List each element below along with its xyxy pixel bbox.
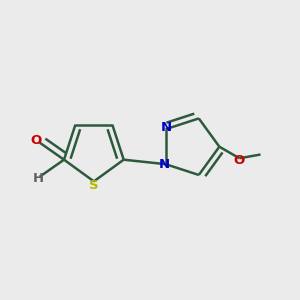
Text: O: O: [234, 154, 245, 167]
Text: N: N: [161, 121, 172, 134]
Text: H: H: [32, 172, 44, 185]
Text: O: O: [31, 134, 42, 146]
Text: N: N: [158, 158, 169, 171]
Text: S: S: [89, 179, 99, 192]
